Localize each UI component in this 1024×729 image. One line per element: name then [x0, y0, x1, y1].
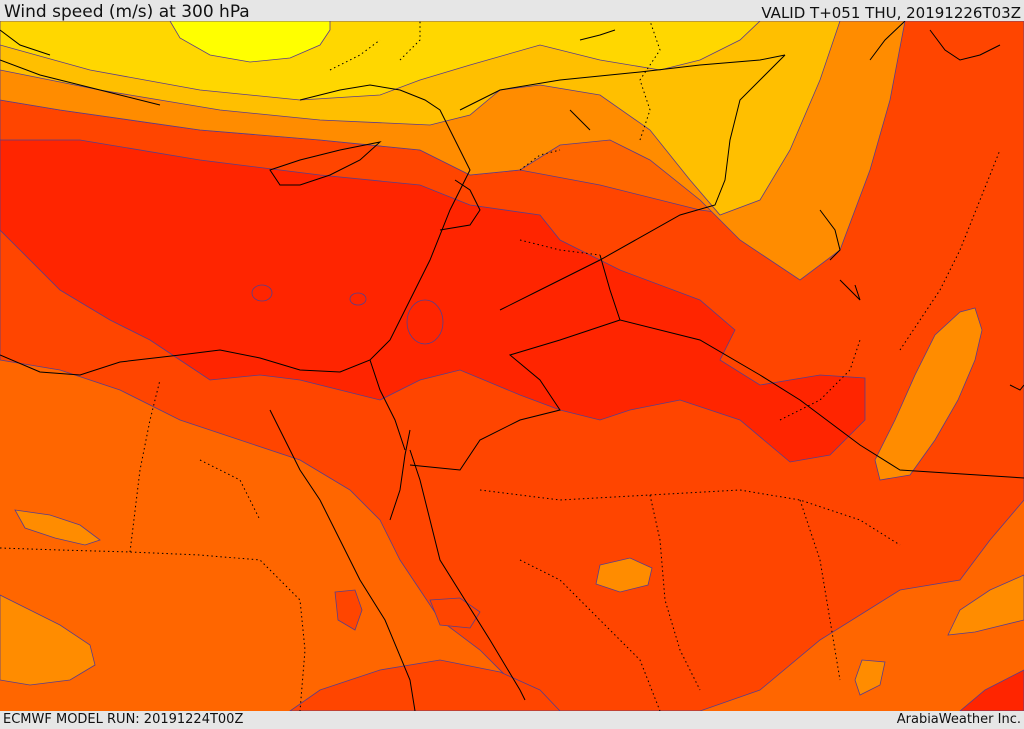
- red-core-b: [349, 292, 367, 306]
- map-canvas: [0, 21, 1024, 711]
- footer-bar: ECMWF MODEL RUN: 20191224T00Z ArabiaWeat…: [0, 711, 1024, 729]
- credit: ArabiaWeather Inc.: [896, 712, 1021, 727]
- valid-time: VALID T+051 THU, 20191226T03Z: [761, 4, 1021, 22]
- red-core-c: [406, 299, 444, 345]
- band-orange-southwest: [0, 594, 96, 686]
- internal-borders: [0, 21, 1001, 711]
- band-orange-east-jet: [874, 307, 983, 481]
- model-run: ECMWF MODEL RUN: 20191224T00Z: [3, 712, 244, 727]
- band-red-orange-pocket-2: [334, 589, 363, 631]
- band-orange-patch-b: [854, 659, 886, 696]
- coastlines: [0, 29, 1024, 711]
- band-red: [0, 139, 866, 463]
- band-yellow: [169, 21, 331, 63]
- red-core-a: [251, 284, 273, 302]
- band-red-orange-pocket: [429, 597, 481, 629]
- country-borders: [369, 21, 1024, 479]
- band-red-southeast: [959, 669, 1024, 711]
- band-red-orange-south: [289, 659, 561, 711]
- wind-speed-map: [0, 21, 1024, 711]
- header-bar: Wind speed (m/s) at 300 hPa VALID T+051 …: [0, 0, 1024, 22]
- band-orange-west: [14, 509, 101, 546]
- band-orange-patch-a: [595, 557, 653, 593]
- map-title: Wind speed (m/s) at 300 hPa: [4, 2, 250, 22]
- band-orange-southeast: [947, 574, 1024, 636]
